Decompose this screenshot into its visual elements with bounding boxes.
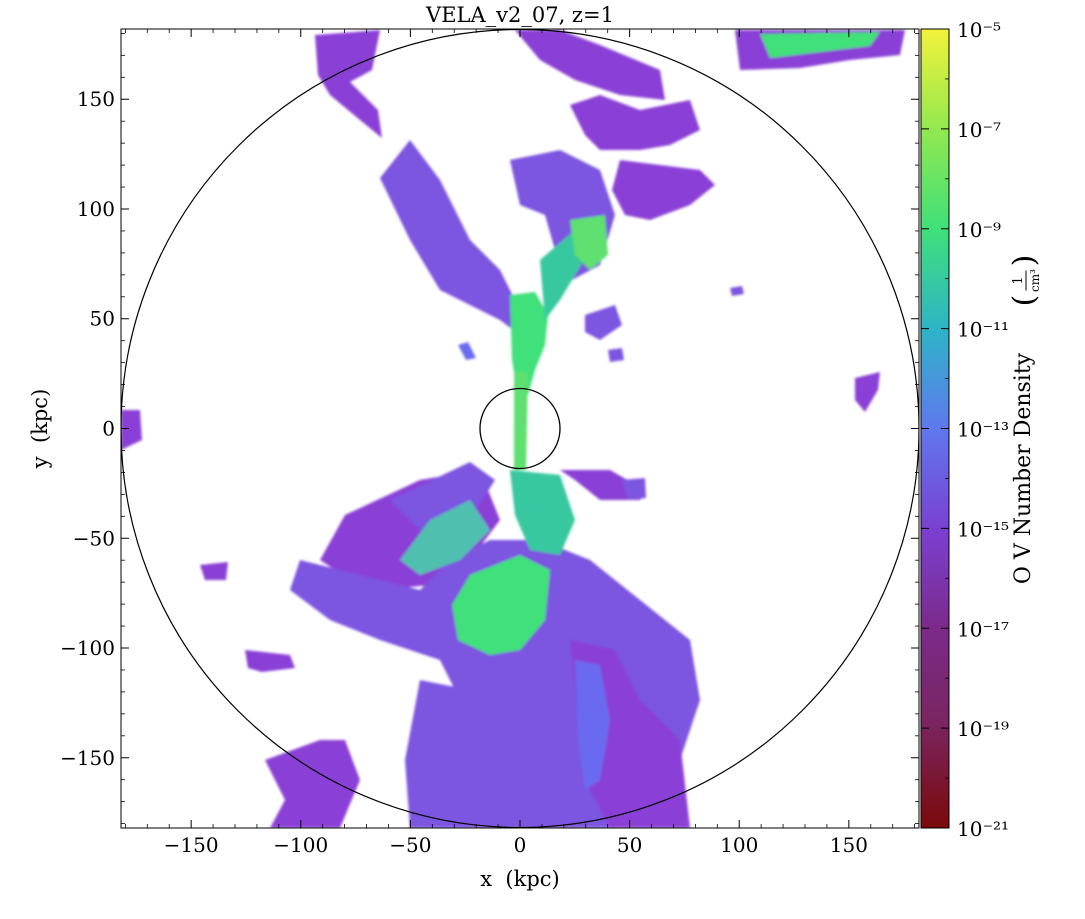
x-axis-ticks: −150 −100 −50 0 50 100 150 [164,29,868,857]
x-tick-label: −50 [389,833,431,857]
x-tick-label: −100 [273,833,328,857]
y-tick-label: 0 [102,417,115,441]
x-axis-label: x (kpc) [480,867,560,891]
y-tick-label: 50 [90,307,115,331]
density-region-top-left [315,30,382,138]
density-region-lower-plume-green [452,555,550,655]
inner-circle [479,387,561,470]
density-region-left-blob-2 [200,562,228,580]
density-field [121,30,905,828]
y-tick-label: −150 [60,746,115,770]
colorbar-unit-numerator: 1 [1011,276,1026,284]
y-tick-label: −100 [60,636,115,660]
density-region-knot-upper [570,215,608,270]
y-tick-label: 100 [77,197,115,221]
chart-title: VELA_v2_07, z=1 [425,3,614,27]
colorbar-tick-label: 10⁻¹³ [957,418,1009,442]
density-region-tiny-4 [622,478,646,500]
x-tick-label: 0 [514,833,527,857]
colorbar-label: O V Number Density [1011,352,1036,584]
density-region-bottom-right-blue [575,660,610,790]
colorbar-unit-denominator: cm³ [1028,269,1042,292]
density-region-lower-left-teal [400,500,490,575]
colorbar-tick-label: 10⁻⁹ [957,218,1001,242]
colorbar-tick-label: 10⁻⁷ [957,118,1001,142]
y-axis-minor-ticks [121,32,919,825]
colorbar-tick-label: 10⁻¹⁵ [957,517,1009,541]
plot-area: −150 −100 −50 0 50 100 150 150100500−50−100−15… [60,28,920,857]
colorbar-ticks: 10⁻⁵ 10⁻⁷ 10⁻⁹ 10⁻¹¹ 10⁻¹³ 10⁻¹⁵ 10⁻¹⁷ 10⁻¹⁹ 10⁻… [921,18,1009,841]
density-region-small-right [585,305,622,340]
colorbar-unit-close-paren: ) [1007,255,1042,267]
x-axis-minor-ticks [124,29,916,828]
colorbar-tick-label: 10⁻²¹ [957,817,1009,841]
density-region-upper-arm-right [570,95,700,150]
x-tick-label: 150 [830,833,868,857]
y-tick-label: 150 [77,87,115,111]
y-tick-label: −50 [73,526,115,550]
density-region-left-blob [245,650,295,672]
density-region-lower-right-arm [560,470,645,500]
colorbar-tick-label: 10⁻¹¹ [957,318,1009,342]
density-region-upper-wing [612,160,715,220]
density-region-core-filament [514,372,528,470]
colorbar-unit-open-paren: ( [1007,295,1042,307]
density-region-tiny-3 [608,348,624,362]
density-region-top-center [515,30,665,100]
y-axis-ticks: 150 100 50 0 −50 −100 −150 [60,87,919,770]
density-region-top-right-bright [760,32,880,58]
colorbar-tick-label: 10⁻¹⁹ [957,717,1009,741]
density-region-bottom-left [265,740,360,828]
x-tick-label: 100 [720,833,758,857]
x-tick-label: 50 [617,833,642,857]
density-region-small-blob-right [855,372,880,412]
density-region-bottom-left-2 [405,680,490,828]
colorbar-tick-label: 10⁻⁵ [957,18,1001,42]
density-region-far-left [121,410,142,450]
colorbar-label-group: O V Number Density ( 1 cm³ ) [1007,255,1042,584]
y-axis-label: y (kpc) [28,389,52,470]
density-region-central-jet-upper [510,292,548,395]
colorbar: 10⁻⁵ 10⁻⁷ 10⁻⁹ 10⁻¹¹ 10⁻¹³ 10⁻¹⁵ 10⁻¹⁷ 10⁻¹⁹ 10⁻… [920,18,1042,841]
x-tick-label: −150 [164,833,219,857]
density-region-lower-plume-core [510,470,575,555]
colorbar-tick-label: 10⁻¹⁷ [957,617,1009,641]
density-region-tiny-1 [458,342,476,360]
density-region-tiny-2 [730,286,744,296]
density-region-left-streamer [380,140,520,335]
